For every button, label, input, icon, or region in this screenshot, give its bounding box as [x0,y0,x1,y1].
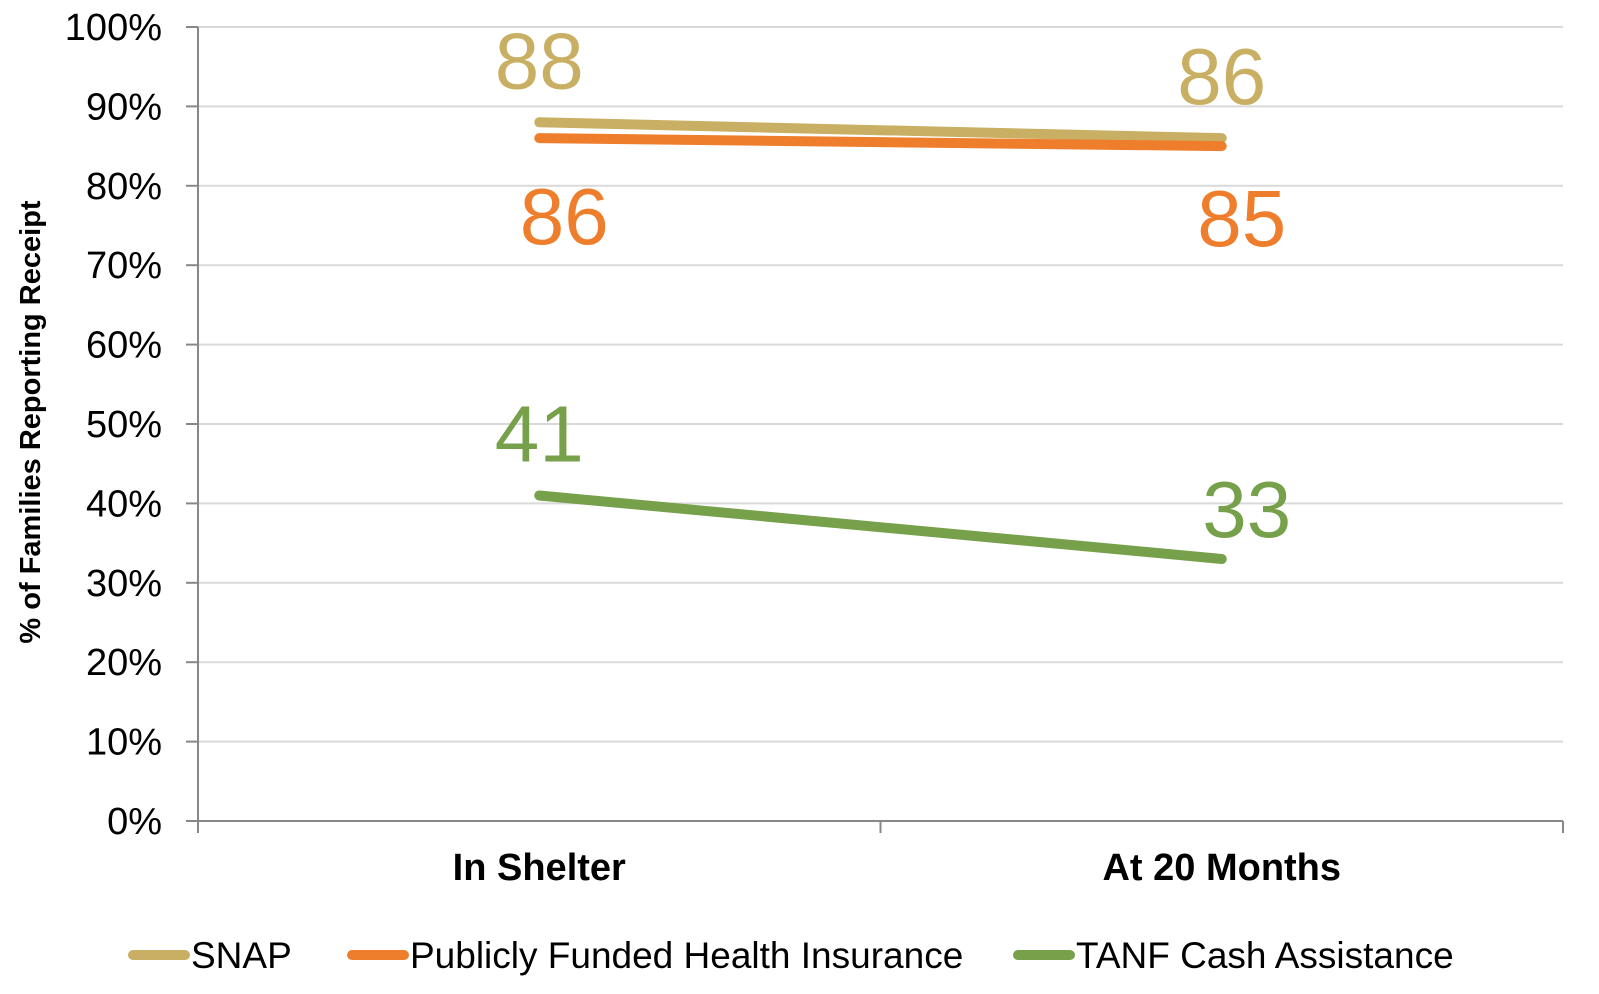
data-labels: 88 86 86 85 41 33 [495,16,1291,554]
data-label: 88 [495,16,584,105]
x-category-labels: In Shelter At 20 Months [453,847,1341,889]
y-tick-label: 80% [86,166,162,208]
data-label: 33 [1202,465,1291,554]
y-tick-label: 70% [86,245,162,287]
series-line [534,490,1227,564]
grid-lines [198,26,1563,743]
y-tick-label: 20% [86,642,162,684]
data-label: 86 [520,172,609,261]
x-category-label: In Shelter [453,847,626,889]
series-line [534,117,1227,144]
legend-label: Publicly Funded Health Insurance [410,935,963,976]
y-tick-label: 60% [86,325,162,367]
x-category-label: At 20 Months [1102,847,1341,889]
data-label: 85 [1197,174,1286,263]
series-lines [534,117,1227,564]
y-axis-label: % of Families Reporting Receipt [15,200,47,643]
legend-label: TANF Cash Assistance [1076,935,1454,976]
y-tick-label: 0% [107,801,162,843]
y-tick-label: 90% [86,86,162,128]
y-tick-label: 50% [86,404,162,446]
y-tick-label: 10% [86,722,162,764]
y-tick-label: 100% [65,7,162,49]
data-label: 41 [495,389,584,478]
y-tick-label: 30% [86,563,162,605]
legend-label: SNAP [191,935,292,976]
y-tick-label: 40% [86,483,162,525]
y-tick-labels: 0% 10% 20% 30% 40% 50% 60% 70% 80% 90% 100% [65,7,162,843]
legend: SNAP Publicly Funded Health Insurance TANF… [128,935,1454,976]
data-label: 86 [1177,32,1266,121]
series-line [534,133,1227,152]
axes [186,26,1564,833]
